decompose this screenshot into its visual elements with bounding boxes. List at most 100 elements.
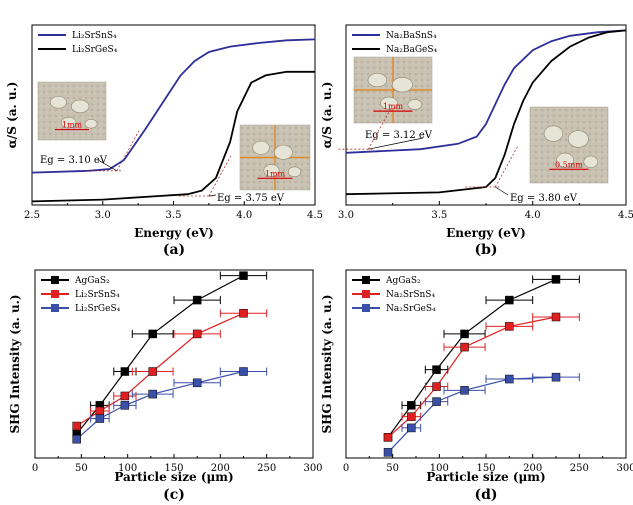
panel-d-x-ticks: 0 50 100 150 200 250 300 — [343, 454, 633, 474]
panel-d-point-1-3 — [460, 342, 469, 352]
panel-d-x-axis-label: Particle size (μm) — [426, 470, 545, 484]
panel-c-y-axis-label: SHG Intensity (a. u.) — [8, 294, 22, 433]
panel-a-crystal-photo-0: 1mm — [37, 81, 107, 141]
panel-c-x-tick-label-1: 50 — [75, 463, 88, 474]
panel-a-crystal-0-2 — [60, 116, 77, 129]
panel-d-label: (d) — [474, 487, 497, 503]
panel-a-crystal-1-3 — [288, 166, 302, 178]
panel-d-x-tick-label-3: 150 — [476, 463, 495, 474]
panel-a-x-tick-label-2: 3.5 — [166, 210, 182, 221]
panel-d-point-1-5 — [551, 312, 561, 322]
panel-b-annotations: 1mm 0.5mm Eg = 3.12 eV Eg = 3.80 eV — [338, 56, 609, 204]
panel-b-band-gap-label-0: Eg = 3.12 eV — [365, 130, 433, 141]
panel-c-point-1-4 — [192, 329, 202, 339]
panel-c-x-axis-label: Particle size (μm) — [114, 470, 233, 484]
panel-a-crystal-1-2 — [263, 164, 280, 177]
panel-d-legend-label-0: AgGaS₂ — [385, 276, 421, 286]
panel-c-legend-label-2: Li₂SrGeS₄ — [75, 304, 121, 314]
panel-a-photo-scale-label-1: 1mm — [265, 169, 286, 178]
panel-b-crystal-photo-0: 1mm — [353, 56, 433, 124]
panel-d-point-0-4 — [505, 295, 514, 305]
panel-a-crystal-1-1 — [273, 144, 293, 160]
panel-d-chart: 0 50 100 150 200 250 300 AgGaS₂ Na₂SrSnS₄ Na₂SrG… — [320, 269, 633, 503]
panel-b-x-ticks: 3.0 3.5 4.0 4.5 — [338, 201, 633, 221]
panel-a-x-tick-label-4: 4.5 — [307, 210, 323, 221]
panel-d-y-axis-label: SHG Intensity (a. u.) — [320, 294, 334, 433]
panel-b-photo-bg-1 — [529, 106, 609, 184]
panel-a-x-ticks: 2.5 3.0 3.5 4.0 4.5 — [24, 201, 323, 221]
panel-a-crystal-0-3 — [84, 119, 98, 129]
panel-a-crystal-0-0 — [49, 96, 67, 109]
panel-c-legend-label-0: AgGaS₂ — [74, 276, 110, 286]
panel-b-legend: Na₂BaSnS₄ Na₂BaGeS₄ — [352, 31, 438, 55]
panel-c-x-tick-label-3: 150 — [164, 463, 183, 474]
panel-c-point-2-0 — [72, 434, 81, 444]
panel-b-legend-label-1: Na₂BaGeS₄ — [386, 45, 438, 55]
panel-a-x-tick-label-1: 3.0 — [95, 210, 111, 221]
panel-a-crystal-0-1 — [71, 99, 90, 114]
panel-d-x-tick-label-1: 50 — [386, 463, 399, 474]
panel-d-legend-marker-1 — [362, 290, 370, 298]
panel-c-point-2-2 — [120, 401, 130, 410]
panel-b-crystal-1-0 — [543, 125, 564, 142]
panel-a-crystal-1-0 — [252, 140, 270, 155]
panel-c-point-1-3 — [148, 367, 157, 376]
panel-a-series-line-1 — [31, 70, 315, 203]
panel-b-crystal-1-1 — [567, 130, 589, 148]
panel-a-edge-extrapolation-0 — [116, 130, 140, 171]
panel-b-crystal-photo-1: 0.5mm — [529, 106, 609, 184]
panel-c-x-tick-label-6: 300 — [303, 463, 322, 474]
panel-c-x-ticks: 0 50 100 150 200 250 300 — [32, 454, 323, 474]
panel-a-crystal-photo-1: 1mm — [239, 124, 311, 191]
panel-d-point-2-4 — [505, 374, 514, 384]
panel-c-point-0-4 — [192, 295, 202, 305]
panel-a-legend-label-0: Li₂SrSnS₄ — [72, 31, 117, 41]
panel-d-point-0-5 — [551, 275, 561, 284]
panel-d-legend-label-1: Na₂SrSnS₄ — [386, 290, 435, 300]
panel-c-point-1-0 — [72, 421, 81, 431]
panel-c-x-tick-label-5: 250 — [257, 463, 276, 474]
panel-b-legend-label-0: Na₂BaSnS₄ — [386, 31, 437, 41]
panel-c-legend-marker-2 — [51, 304, 59, 312]
panel-a-annotations: 1mm 1mm Eg = 3.10 eV Eg = 3.75 eV — [37, 81, 311, 204]
panel-c-point-1-2 — [120, 391, 130, 401]
panel-b-chart: 3.0 3.5 4.0 4.5 Na₂BaSnS₄ Na₂BaGeS₄ 1mm 0.5mm… — [320, 24, 633, 258]
panel-b-x-tick-label-1: 3.5 — [431, 210, 447, 221]
panel-b-photo-scale-label-0: 1mm — [383, 102, 404, 111]
panel-d-point-1-4 — [505, 322, 514, 331]
panel-b-crystal-1-3 — [583, 155, 599, 168]
panel-b-edge-extrapolation-1 — [494, 146, 518, 188]
panel-d-point-2-5 — [551, 372, 561, 382]
panel-c-label: (c) — [163, 487, 185, 503]
panel-d-x-tick-label-6: 300 — [616, 463, 633, 474]
panel-a-x-tick-label-3: 4.0 — [236, 210, 252, 221]
panel-c-x-tick-label-0: 0 — [32, 463, 38, 474]
panel-a-band-gap-label-0: Eg = 3.10 eV — [40, 155, 108, 166]
panel-c-legend: AgGaS₂ Li₂SrSnS₄ Li₂SrGeS₄ — [41, 276, 121, 314]
panel-d-legend-marker-2 — [362, 304, 370, 312]
panel-c-point-0-2 — [120, 367, 130, 376]
panel-d-curves — [383, 275, 580, 457]
panel-b-crystal-0-0 — [367, 73, 388, 88]
panel-d-point-2-3 — [460, 386, 469, 395]
panel-c-x-tick-label-4: 200 — [211, 463, 230, 474]
panel-c-point-1-5 — [239, 308, 248, 318]
panel-a-photo-scale-label-0: 1mm — [62, 121, 83, 130]
panel-c-legend-label-1: Li₂SrSnS₄ — [75, 290, 120, 300]
panel-b-crystal-0-3 — [407, 99, 423, 110]
panel-d-x-tick-label-2: 100 — [430, 463, 449, 474]
panel-a-x-axis-label: Energy (eV) — [134, 226, 214, 240]
panel-c-point-1-1 — [95, 406, 105, 416]
panel-a-label: (a) — [163, 242, 185, 258]
panel-b-crystal-1-2 — [556, 152, 574, 168]
panel-a-photo-bg-0 — [37, 81, 107, 141]
panel-d-point-2-0 — [383, 448, 393, 457]
panel-a-band-gap-pointer-0 — [97, 159, 118, 172]
panel-d-point-2-1 — [407, 423, 416, 433]
panel-c-legend-marker-0 — [51, 276, 59, 284]
panel-d-legend-label-2: Na₂SrGeS₄ — [386, 304, 436, 314]
panel-d-point-1-2 — [432, 382, 441, 391]
panel-a-legend: Li₂SrSnS₄ Li₂SrGeS₄ — [38, 31, 118, 55]
